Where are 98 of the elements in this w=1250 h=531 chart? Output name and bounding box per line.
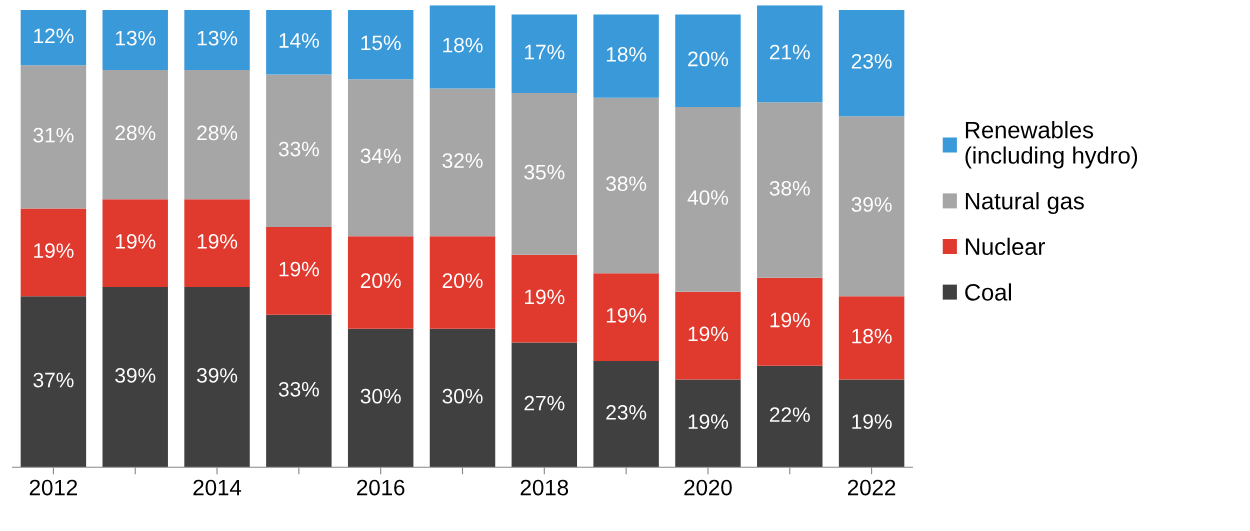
x-tick-label: 2022: [847, 479, 896, 496]
data-label: 19%: [197, 234, 238, 249]
bar: [511, 342, 578, 468]
bar: [184, 287, 250, 468]
data-label: 30%: [442, 388, 483, 404]
bar: [675, 14, 741, 107]
data-label: 23%: [851, 53, 892, 69]
data-label: 28%: [115, 125, 156, 141]
bar: [757, 5, 823, 103]
data-label: 20%: [360, 273, 401, 289]
bar: [20, 65, 87, 209]
x-tick-label: 2018: [520, 479, 569, 496]
data-label: 31%: [33, 127, 74, 143]
bar: [593, 97, 659, 274]
data-label: 13%: [115, 30, 156, 46]
x-tick-label: 2016: [357, 479, 405, 496]
bar: [20, 296, 87, 468]
data-label: 40%: [687, 190, 729, 205]
data-label: 18%: [443, 37, 483, 53]
bar: [347, 328, 414, 468]
bar: [102, 69, 168, 200]
legend-label: Renewables (including hydro): [965, 121, 1138, 169]
data-label: 19%: [525, 289, 565, 305]
data-label: 20%: [688, 51, 729, 67]
bar: [184, 69, 250, 200]
bar: [266, 74, 332, 228]
x-tick-label: 2014: [193, 479, 242, 496]
legend-label: Coal: [965, 283, 1011, 301]
data-label: 18%: [852, 328, 892, 344]
bar: [757, 102, 823, 278]
bar: [838, 296, 905, 380]
bar: [593, 273, 659, 362]
data-label: 19%: [852, 414, 892, 429]
data-label: 38%: [769, 180, 810, 196]
data-label: 34%: [360, 148, 401, 164]
bar: [347, 79, 414, 237]
x-tick-label: 2012: [29, 479, 78, 496]
data-label: 27%: [524, 395, 565, 411]
data-label: 19%: [606, 307, 647, 323]
data-label: 39%: [851, 197, 892, 212]
data-label: 19%: [688, 414, 729, 429]
data-label: 33%: [278, 381, 319, 397]
x-tick-label: 2020: [684, 479, 732, 496]
data-label: 15%: [361, 35, 401, 51]
bar: [757, 365, 823, 468]
bar: [429, 5, 496, 89]
bar: [102, 287, 168, 468]
bar: [429, 328, 496, 468]
data-label: 30%: [360, 388, 401, 404]
data-label: 19%: [770, 312, 810, 328]
data-label: 14%: [279, 33, 319, 48]
data-label: 17%: [525, 44, 565, 60]
bar: [838, 116, 905, 297]
bar: [266, 227, 332, 315]
data-label: 32%: [442, 153, 483, 168]
bar: [838, 9, 905, 117]
data-label: 19%: [115, 234, 156, 249]
bar: [102, 9, 168, 70]
data-label: 33%: [278, 141, 319, 157]
data-label: 18%: [606, 46, 647, 62]
bar: [511, 254, 578, 343]
bar: [511, 14, 578, 94]
data-label: 39%: [115, 368, 156, 383]
data-label: 37%: [33, 372, 74, 388]
bar: [266, 9, 332, 75]
bar: [757, 277, 823, 366]
data-label: 13%: [197, 30, 238, 46]
bar: [593, 14, 659, 98]
data-label: 22%: [769, 407, 810, 422]
bar: [511, 93, 578, 255]
data-label: 12%: [34, 28, 74, 44]
bar: [838, 379, 905, 468]
bar: [675, 106, 741, 292]
bar: [20, 208, 87, 297]
data-label: 19%: [34, 243, 74, 259]
bar: [184, 199, 250, 288]
data-label: 20%: [442, 273, 483, 289]
data-label: 21%: [769, 44, 810, 60]
data-label: 38%: [606, 176, 647, 192]
bar: [184, 9, 250, 70]
legend-label: Nuclear: [965, 237, 1045, 256]
bar: [347, 9, 414, 80]
bar: [20, 9, 87, 66]
bar: [429, 88, 496, 237]
data-label: 19%: [688, 326, 729, 342]
data-label: 35%: [524, 164, 565, 180]
bar: [675, 291, 741, 380]
data-label: 28%: [197, 125, 238, 141]
bar: [675, 379, 741, 468]
data-label: 39%: [196, 368, 238, 383]
data-label: 19%: [279, 261, 319, 277]
data-label: 23%: [606, 404, 647, 420]
legend-label: Natural gas: [965, 192, 1084, 215]
bar: [347, 236, 414, 329]
bar: [593, 361, 659, 468]
bar: [102, 199, 168, 288]
bar: [266, 314, 332, 468]
bar: [429, 236, 496, 329]
